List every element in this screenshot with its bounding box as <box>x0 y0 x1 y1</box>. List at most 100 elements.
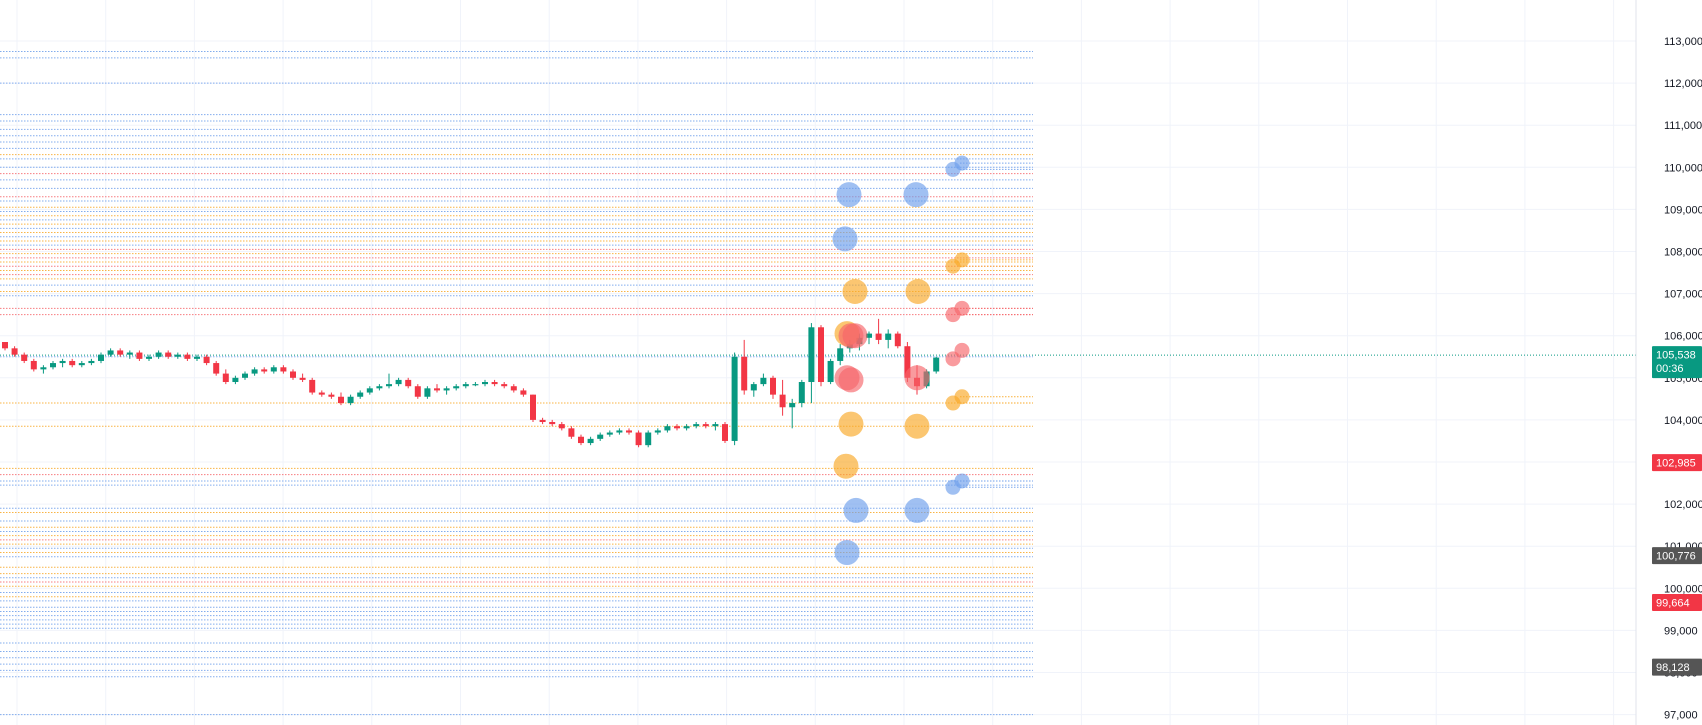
candle[interactable] <box>11 348 18 355</box>
candle[interactable] <box>568 428 575 437</box>
candle[interactable] <box>818 327 824 383</box>
candle[interactable] <box>741 356 748 391</box>
volume-bubble[interactable] <box>954 155 970 171</box>
candle[interactable] <box>434 388 440 391</box>
candle[interactable] <box>174 354 181 357</box>
candle[interactable] <box>328 394 335 397</box>
candle[interactable] <box>491 382 498 385</box>
candle[interactable] <box>424 388 431 397</box>
candle[interactable] <box>184 354 191 359</box>
candle[interactable] <box>462 384 469 387</box>
candle[interactable] <box>2 342 8 349</box>
volume-bubble[interactable] <box>842 278 868 304</box>
candle[interactable] <box>674 426 680 429</box>
candle[interactable] <box>530 394 536 420</box>
candle[interactable] <box>136 352 143 359</box>
candle[interactable] <box>376 386 383 389</box>
candle[interactable] <box>578 436 584 444</box>
candle[interactable] <box>357 392 364 397</box>
candle[interactable] <box>443 388 450 391</box>
candle[interactable] <box>21 354 28 361</box>
candle[interactable] <box>280 367 287 372</box>
candle[interactable] <box>78 363 85 366</box>
candle[interactable] <box>626 430 632 433</box>
candle[interactable] <box>866 333 872 338</box>
candle[interactable] <box>251 369 258 374</box>
candle[interactable] <box>88 360 95 364</box>
volume-bubble[interactable] <box>954 342 970 358</box>
volume-bubble[interactable] <box>838 367 864 393</box>
candle[interactable] <box>750 384 757 391</box>
candle[interactable] <box>702 424 709 427</box>
candle[interactable] <box>299 377 306 380</box>
candle[interactable] <box>395 379 402 385</box>
candle[interactable] <box>338 396 344 404</box>
candle[interactable] <box>203 356 210 364</box>
volume-bubble[interactable] <box>954 300 970 316</box>
candle[interactable] <box>242 373 248 378</box>
candle[interactable] <box>520 390 527 395</box>
volume-bubble[interactable] <box>954 252 970 268</box>
candle[interactable] <box>213 363 220 374</box>
candle[interactable] <box>664 426 671 431</box>
candle[interactable] <box>645 432 652 446</box>
candle[interactable] <box>50 363 56 368</box>
candle[interactable] <box>779 394 786 408</box>
candle[interactable] <box>69 360 76 366</box>
candle[interactable] <box>482 382 488 385</box>
candle[interactable] <box>30 360 37 370</box>
candle[interactable] <box>597 434 604 439</box>
volume-bubble[interactable] <box>903 182 929 208</box>
candle[interactable] <box>318 392 325 395</box>
candle[interactable] <box>453 386 460 389</box>
volume-bubble[interactable] <box>833 453 859 479</box>
volume-bubble[interactable] <box>954 389 970 405</box>
candle[interactable] <box>635 432 642 446</box>
candle[interactable] <box>770 377 776 395</box>
candle[interactable] <box>165 352 172 357</box>
candle[interactable] <box>386 384 392 387</box>
candle[interactable] <box>933 357 940 372</box>
candle[interactable] <box>414 386 421 397</box>
candle[interactable] <box>875 333 882 340</box>
volume-bubble[interactable] <box>904 413 930 439</box>
candle[interactable] <box>654 430 661 433</box>
candle[interactable] <box>693 424 700 427</box>
volume-bubble[interactable] <box>843 497 869 523</box>
volume-bubble[interactable] <box>905 278 931 304</box>
candle[interactable] <box>117 350 124 355</box>
volume-bubbles[interactable] <box>832 155 970 566</box>
candle[interactable] <box>232 377 239 383</box>
candle[interactable] <box>126 352 133 355</box>
candle[interactable] <box>885 333 892 340</box>
candle[interactable] <box>366 388 373 393</box>
volume-bubble[interactable] <box>838 411 864 437</box>
volume-bubble[interactable] <box>954 473 970 489</box>
candle[interactable] <box>290 371 296 378</box>
candle[interactable] <box>683 426 690 429</box>
candle[interactable] <box>270 367 277 372</box>
candle[interactable] <box>40 367 47 370</box>
candle[interactable] <box>808 327 815 383</box>
candle[interactable] <box>827 360 834 383</box>
candle[interactable] <box>539 419 546 423</box>
volume-bubble[interactable] <box>904 365 930 391</box>
candle[interactable] <box>894 333 901 347</box>
candle[interactable] <box>549 422 556 425</box>
volume-bubble[interactable] <box>842 323 868 349</box>
candle[interactable] <box>194 356 200 359</box>
candle[interactable] <box>155 352 162 357</box>
candle[interactable] <box>98 354 104 361</box>
candle[interactable] <box>558 424 565 429</box>
candle[interactable] <box>472 384 479 386</box>
candle[interactable] <box>222 373 229 383</box>
candles[interactable] <box>2 318 940 448</box>
candle[interactable] <box>309 379 316 393</box>
candle[interactable] <box>798 382 805 404</box>
volume-bubble[interactable] <box>836 182 862 208</box>
candle[interactable] <box>501 384 508 387</box>
candle[interactable] <box>722 424 728 441</box>
candle[interactable] <box>405 379 412 387</box>
volume-bubble[interactable] <box>832 226 858 252</box>
